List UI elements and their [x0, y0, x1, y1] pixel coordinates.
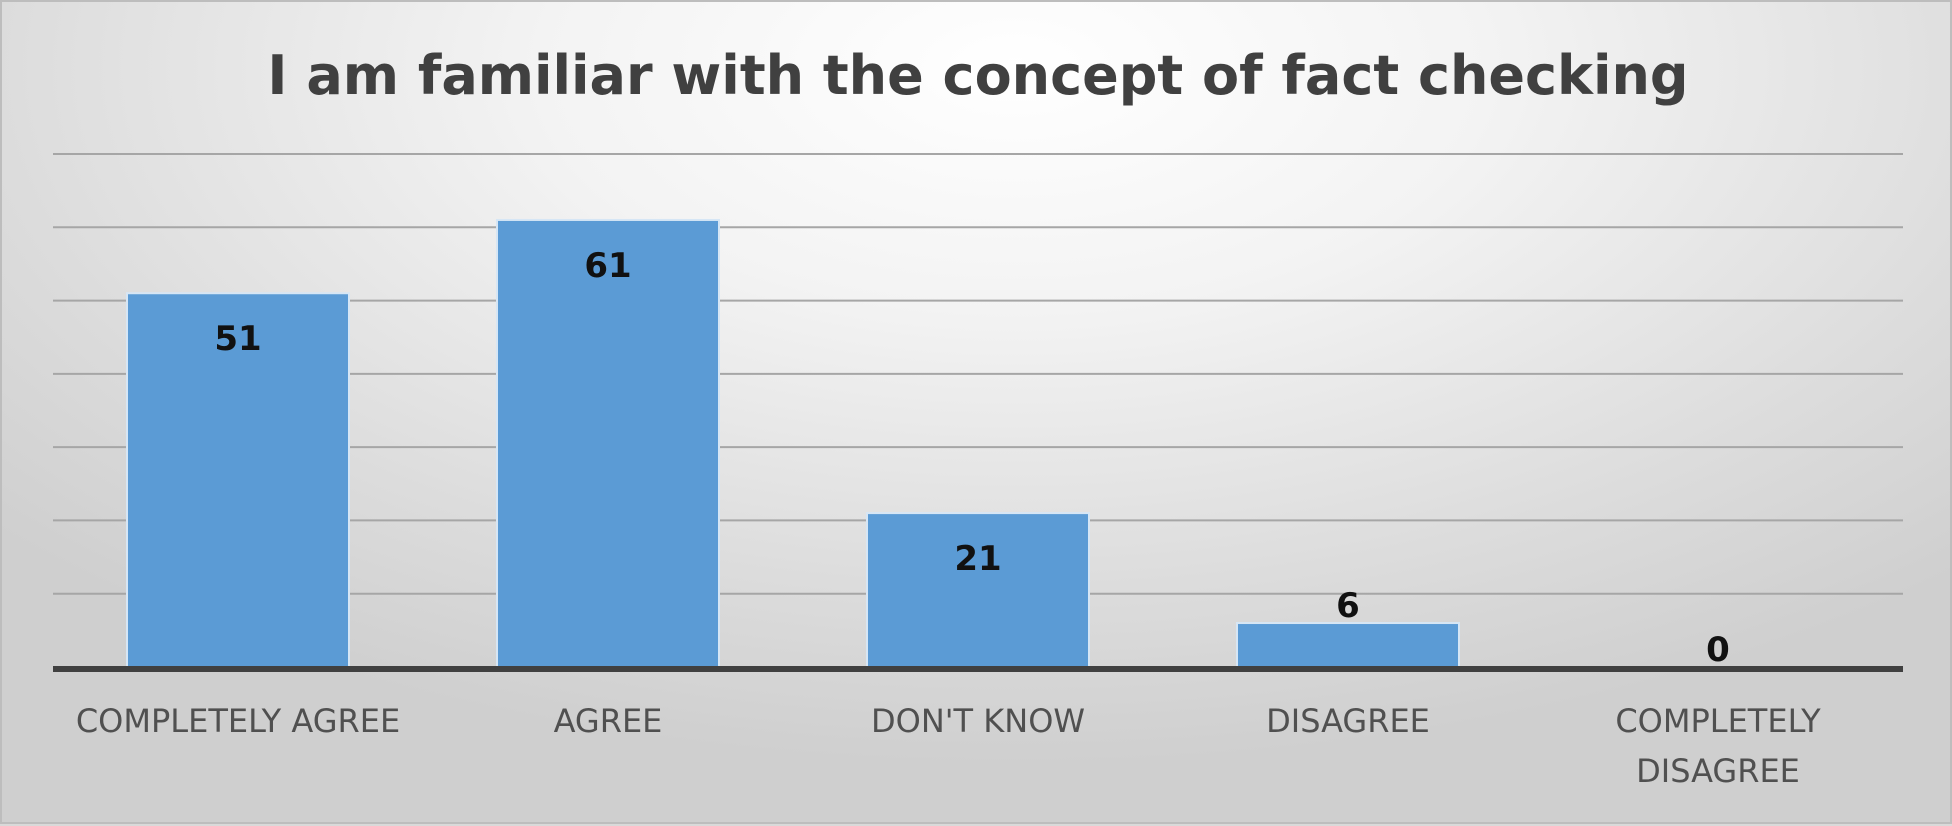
chart-title: I am familiar with the concept of fact c…: [267, 44, 1688, 107]
data-label: 6: [1336, 586, 1360, 626]
data-label: 21: [954, 539, 1001, 579]
category-label: COMPLETELY DISAGREE: [1615, 702, 1821, 790]
bar: [1236, 622, 1460, 668]
category-labels: COMPLETELY AGREE AGREE DON'T KNOW DISAGREE C…: [76, 702, 1821, 790]
gridlines: [53, 153, 1903, 595]
bars: [126, 218, 1460, 668]
category-label: DON'T KNOW: [871, 702, 1085, 740]
data-labels: 51 61 21 6 0: [214, 246, 1730, 670]
category-label: AGREE: [554, 702, 663, 740]
data-label: 61: [584, 246, 631, 286]
category-label: COMPLETELY AGREE: [76, 702, 400, 740]
bar: [866, 512, 1090, 668]
data-label: 0: [1706, 630, 1730, 670]
data-label: 51: [214, 319, 261, 359]
category-label: DISAGREE: [1266, 702, 1430, 740]
bar: [496, 218, 720, 668]
